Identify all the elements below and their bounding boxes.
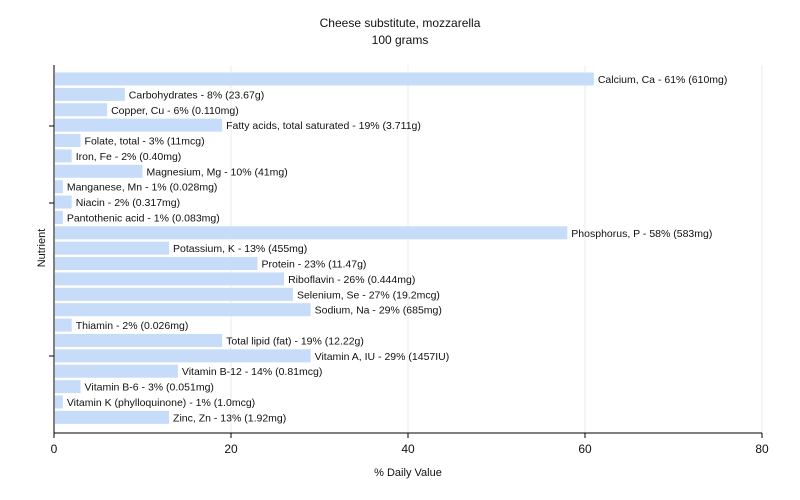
bar-label: Zinc, Zn - 13% (1.92mg) <box>173 412 286 424</box>
bar <box>55 395 63 409</box>
bar <box>55 287 293 301</box>
bar-label: Thiamin - 2% (0.026mg) <box>76 320 189 332</box>
bar <box>55 272 285 286</box>
bar-label: Folate, total - 3% (11mcg) <box>85 136 205 148</box>
bar-label: Vitamin K (phylloquinone) - 1% (1.0mcg) <box>67 397 255 409</box>
bar <box>55 103 108 117</box>
bar <box>55 318 72 332</box>
bar-label: Magnesium, Mg - 10% (41mg) <box>147 166 288 178</box>
bar <box>55 195 72 209</box>
bar <box>55 149 72 163</box>
bar <box>55 410 170 424</box>
bar <box>55 380 81 394</box>
bar <box>55 257 258 271</box>
x-tick-label: 20 <box>224 442 238 456</box>
x-axis-title: % Daily Value <box>374 467 442 479</box>
bar-label: Protein - 23% (11.47g) <box>262 259 367 271</box>
chart-title: Cheese substitute, mozzarella <box>320 16 481 30</box>
bar-label: Riboflavin - 26% (0.444mg) <box>288 274 415 286</box>
axes <box>49 65 763 438</box>
bar <box>55 241 170 255</box>
bar-label: Sodium, Na - 29% (685mg) <box>315 305 442 317</box>
bar-label: Pantothenic acid - 1% (0.083mg) <box>67 212 220 224</box>
x-tick-label: 40 <box>401 442 415 456</box>
bar-label: Copper, Cu - 6% (0.110mg) <box>111 105 239 117</box>
chart-subtitle: 100 grams <box>372 33 429 47</box>
bar <box>55 210 63 224</box>
bar-label: Fatty acids, total saturated - 19% (3.71… <box>226 120 421 132</box>
bar <box>55 226 568 240</box>
bar-label: Manganese, Mn - 1% (0.028mg) <box>67 182 218 194</box>
x-tick-label: 80 <box>755 442 769 456</box>
bar <box>55 333 223 347</box>
bar <box>55 164 143 178</box>
bar <box>55 134 81 148</box>
bars <box>55 72 594 424</box>
x-tick-label: 0 <box>51 442 58 456</box>
bar-label: Vitamin B-6 - 3% (0.051mg) <box>85 382 214 394</box>
bar-label: Selenium, Se - 27% (19.2mcg) <box>297 289 440 301</box>
gridlines <box>230 65 763 433</box>
x-tick-label: 60 <box>578 442 592 456</box>
bar-labels: Calcium, Ca - 61% (610mg) Carbohydrates -… <box>67 74 728 424</box>
bar-label: Niacin - 2% (0.317mg) <box>76 197 180 209</box>
bar <box>55 364 178 378</box>
bar <box>55 303 311 317</box>
bar-label: Vitamin B-12 - 14% (0.81mcg) <box>182 366 322 378</box>
bar <box>55 118 223 132</box>
bar-label: Iron, Fe - 2% (0.40mg) <box>76 151 182 163</box>
bar <box>55 180 63 194</box>
bar-label: Potassium, K - 13% (455mg) <box>173 243 307 255</box>
bar <box>55 349 311 363</box>
bar-label: Vitamin A, IU - 29% (1457IU) <box>315 351 450 363</box>
bar-label: Calcium, Ca - 61% (610mg) <box>598 74 728 86</box>
bar-label: Phosphorus, P - 58% (583mg) <box>571 228 712 240</box>
y-axis-title: Nutrient <box>36 229 48 268</box>
bar-label: Total lipid (fat) - 19% (12.22g) <box>226 335 364 347</box>
x-tick-labels: 0 20 40 60 80 <box>51 442 769 456</box>
bar <box>55 87 125 101</box>
bar-label: Carbohydrates - 8% (23.67g) <box>129 89 264 101</box>
bar <box>55 72 594 86</box>
